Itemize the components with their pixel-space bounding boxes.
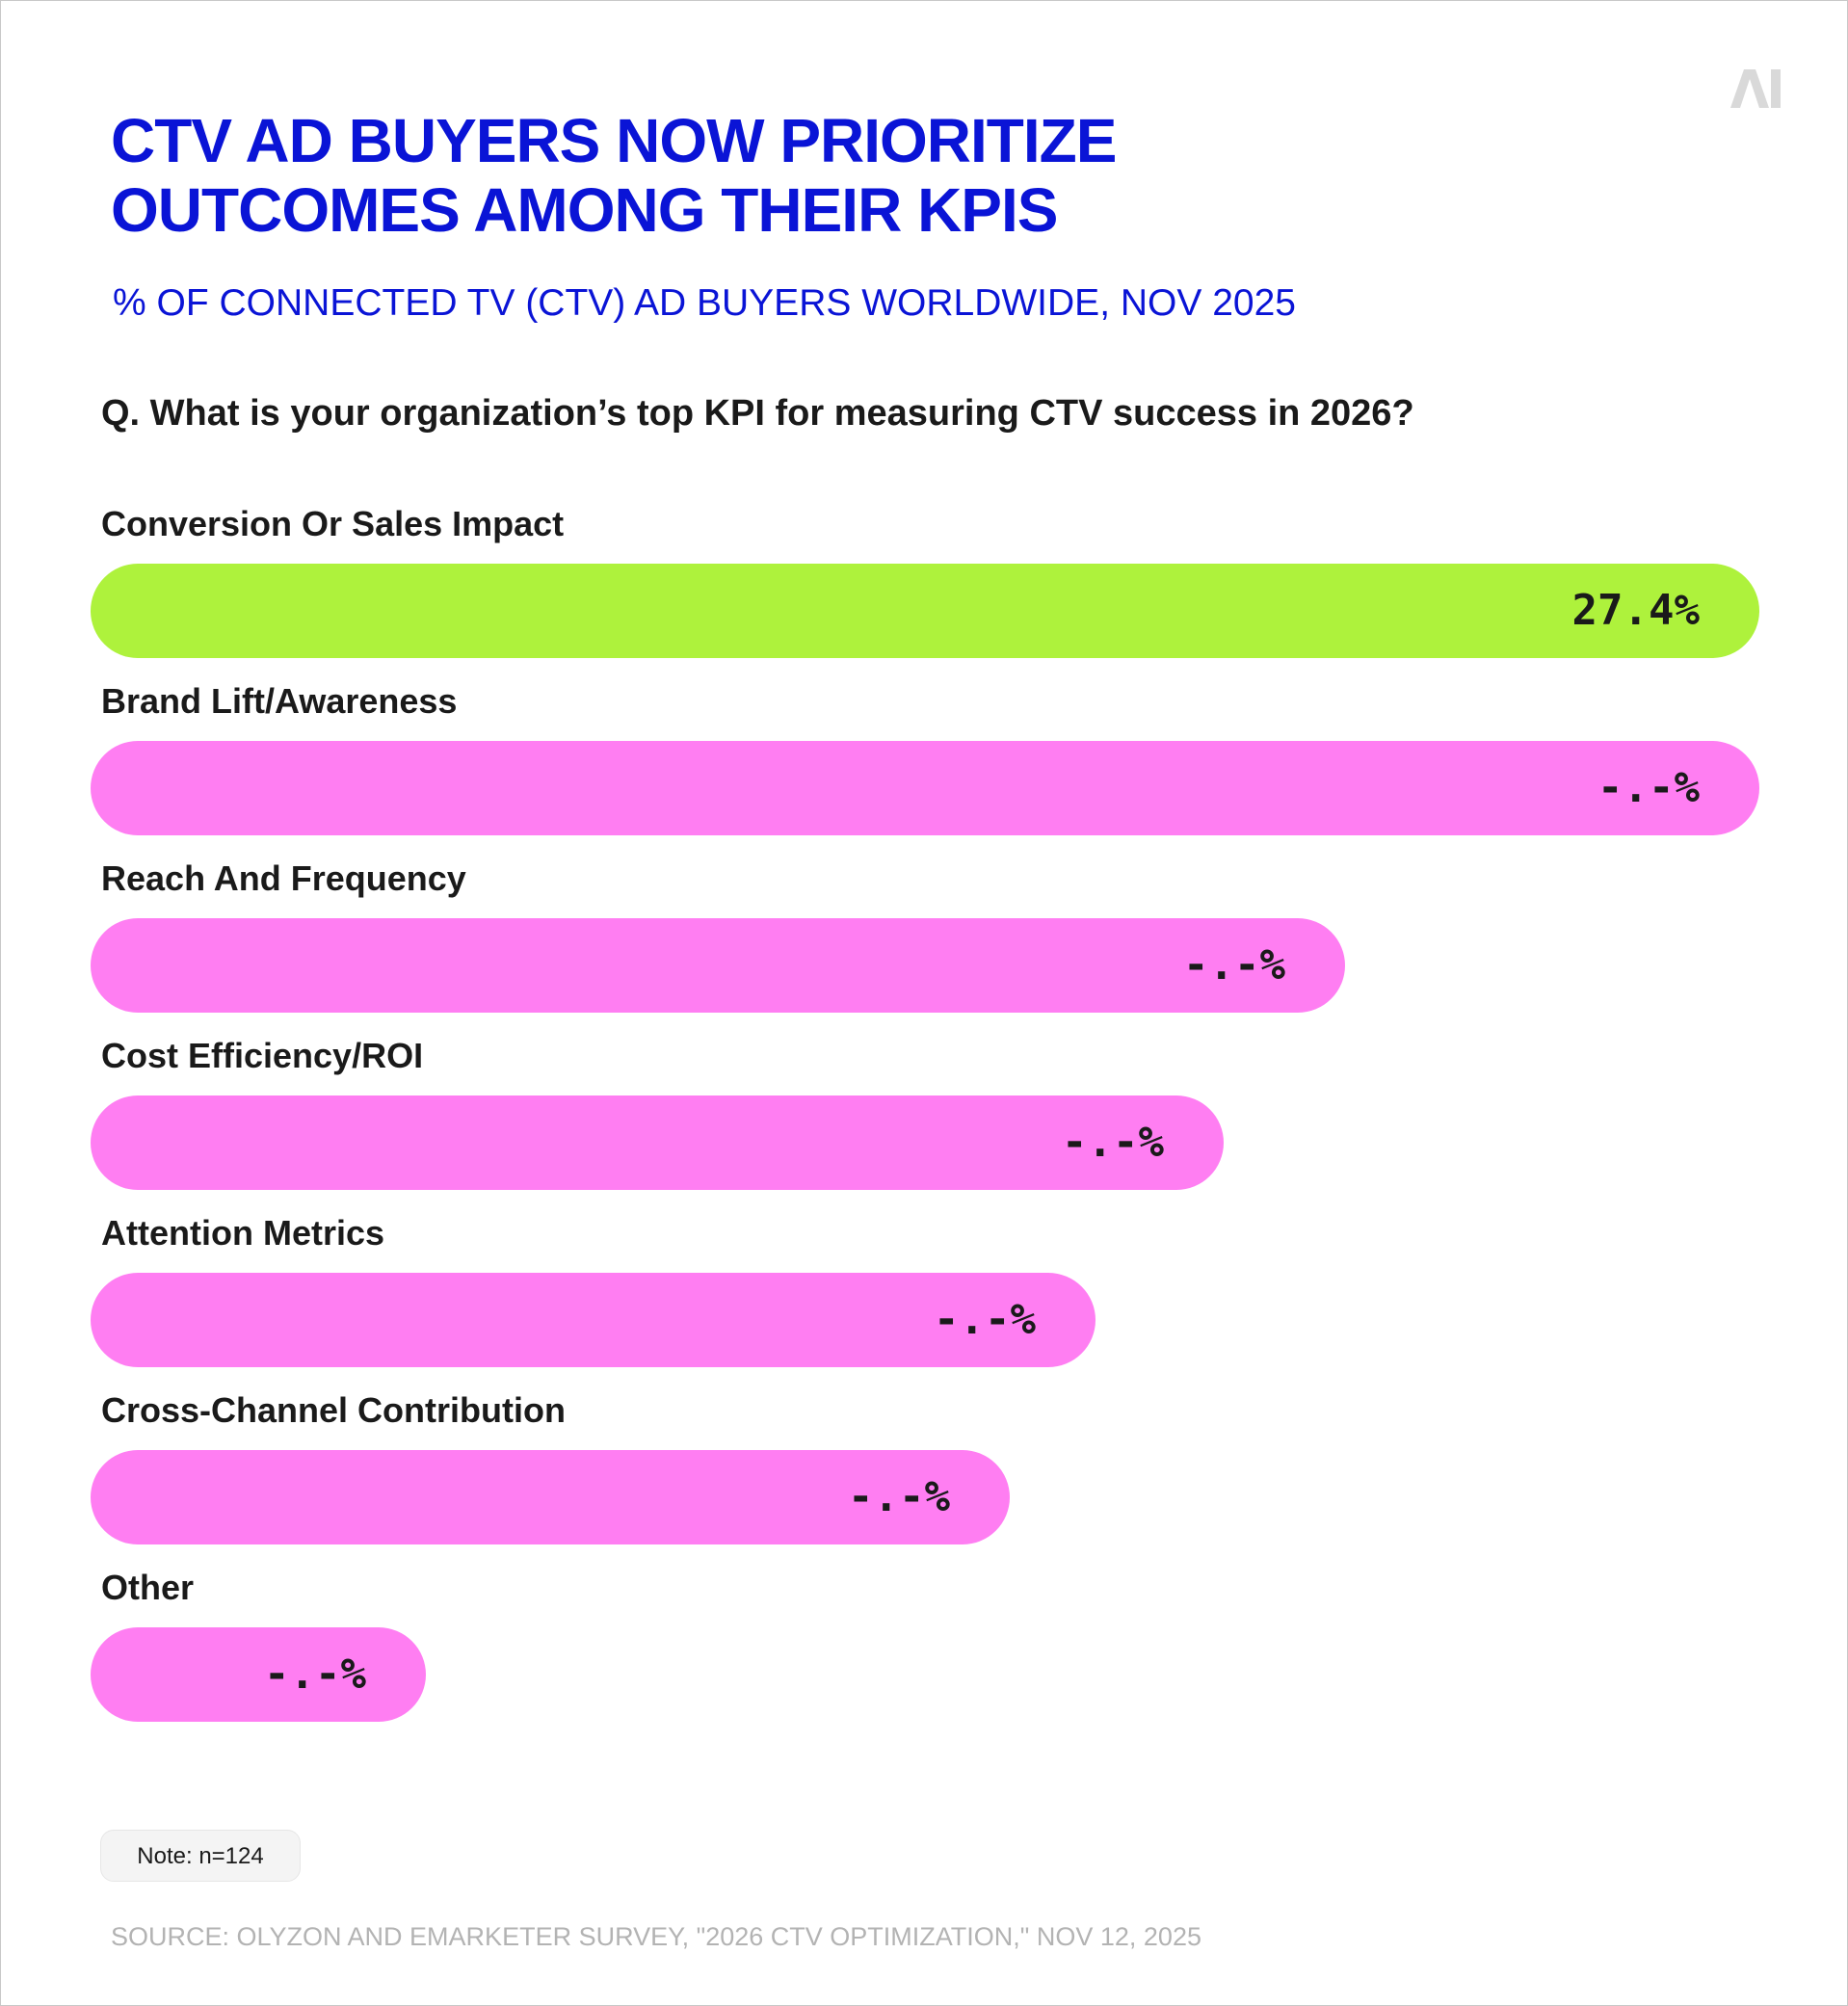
bar-label: Attention Metrics [101,1213,385,1253]
bar [91,1095,1224,1190]
ai-logo-icon [1730,69,1781,108]
note-badge: Note: n=124 [100,1830,301,1882]
bar-label: Reach And Frequency [101,858,466,898]
bar-label: Cross-Channel Contribution [101,1390,566,1430]
bar-label: Cost Efficiency/ROI [101,1036,424,1075]
bar-label: Other [101,1568,195,1607]
bar-value-label: -.-% [934,1295,1036,1344]
chart-title-line-2: OUTCOMES AMONG THEIR KPIS [111,175,1058,245]
chart-subtitle: % OF CONNECTED TV (CTV) AD BUYERS WORLDW… [113,282,1296,324]
bar [91,564,1759,658]
bar [91,1450,1010,1544]
chart-title: CTV AD BUYERS NOW PRIORITIZE OUTCOMES AM… [111,106,1460,245]
bar-value-label: -.-% [848,1472,950,1521]
chart-title-line-1: CTV AD BUYERS NOW PRIORITIZE [111,106,1117,175]
bar-value-label: -.-% [1597,763,1700,812]
bar [91,1627,426,1722]
bar-value-label: 27.4% [1571,586,1700,635]
bar-value-label: -.-% [264,1650,366,1699]
bar [91,1273,1096,1367]
bar [91,741,1759,835]
bar-label: Conversion Or Sales Impact [101,504,565,543]
bar-label: Brand Lift/Awareness [101,681,458,721]
bar-value-label: -.-% [1183,940,1285,990]
bar-value-label: -.-% [1062,1118,1164,1167]
survey-question: Q. What is your organization’s top KPI f… [101,393,1414,434]
bar [91,918,1345,1013]
source-line: SOURCE: OLYZON AND EMARKETER SURVEY, "20… [111,1922,1201,1951]
